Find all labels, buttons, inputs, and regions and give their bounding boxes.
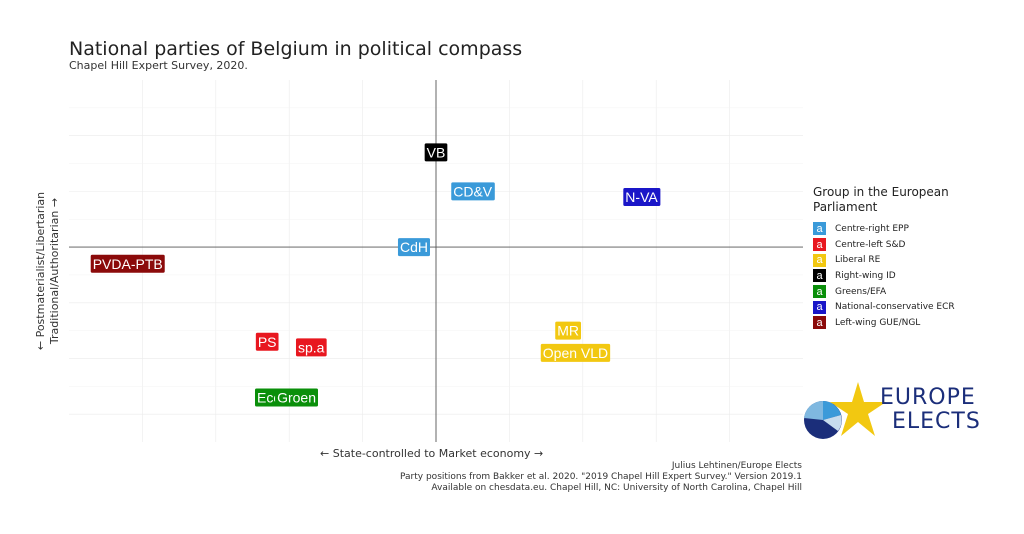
legend-item: a National-conservative ECR — [813, 299, 955, 315]
party-label-box — [540, 343, 611, 362]
legend-label: Greens/EFA — [835, 286, 887, 297]
chart-title: National parties of Belgium in political… — [69, 38, 523, 60]
europe-elects-logo — [804, 382, 886, 439]
party-label-text: PS — [258, 334, 277, 350]
party-label-box — [275, 388, 319, 407]
y-axis-label: ← Postmaterialist/Libertarian Traditiona… — [34, 192, 62, 350]
legend-label: Centre-left S&D — [835, 239, 906, 250]
legend-items: a Centre-right EPP a Centre-left S&D a Libera… — [813, 221, 955, 331]
party-label-sp-a: sp.a — [295, 338, 327, 357]
chart-subtitle: Chapel Hill Expert Survey, 2020. — [69, 59, 248, 72]
party-label-vb: VB — [424, 143, 448, 162]
caption-source: Party positions from Bakker et al. 2020.… — [400, 472, 802, 482]
party-label-ps: PS — [255, 332, 279, 351]
party-label-mr: MR — [555, 321, 582, 340]
x-axis-label: ← State-controlled to Market economy → — [320, 447, 544, 460]
legend-item: a Right-wing ID — [813, 268, 955, 284]
legend-label: Centre-right EPP — [835, 223, 909, 234]
legend-item: a Centre-left S&D — [813, 237, 955, 253]
party-label-text: PVDA-PTB — [93, 256, 163, 272]
party-label-box — [255, 332, 279, 351]
legend-key: a — [813, 269, 826, 283]
legend-label: Left-wing GUE/NGL — [835, 317, 921, 328]
y-axis-label-line1: ← Postmaterialist/Libertarian — [34, 191, 48, 351]
caption: Julius Lehtinen/Europe Elects Party posi… — [400, 461, 802, 494]
legend-key: a — [813, 253, 826, 267]
legend-item: a Liberal RE — [813, 252, 955, 268]
party-label-text: Groen — [277, 389, 316, 405]
party-label-pvda-ptb: PVDA-PTB — [90, 254, 165, 273]
party-label-box — [295, 338, 327, 357]
caption-availability: Available on chesdata.eu. Chapel Hill, N… — [431, 483, 802, 493]
party-label-cdh: CdH — [397, 238, 430, 257]
logo-text-line2: ELECTS — [892, 409, 981, 434]
party-label-text: MR — [557, 323, 579, 339]
party-label-box — [424, 143, 448, 162]
party-label-text: CD&V — [453, 183, 493, 199]
legend-key: a — [813, 222, 826, 236]
party-label-text: CdH — [400, 239, 428, 255]
party-label-text: sp.a — [298, 339, 325, 355]
party-label-box — [397, 238, 430, 257]
party-label-text: VB — [427, 144, 446, 160]
legend-key: a — [813, 238, 826, 252]
party-label-n-va: N-VA — [623, 187, 661, 206]
party-label-cd-v: CD&V — [451, 182, 495, 201]
legend: Group in the European Parliament a Centre… — [813, 185, 955, 331]
party-label-box — [555, 321, 582, 340]
legend-item: a Centre-right EPP — [813, 221, 955, 237]
legend-key: a — [813, 285, 826, 299]
legend-key: a — [813, 316, 826, 330]
y-axis-label-line2: Traditional/Authoritarian → — [48, 197, 62, 345]
party-label-box — [90, 254, 165, 273]
legend-key: a — [813, 300, 826, 314]
caption-author: Julius Lehtinen/Europe Elects — [671, 461, 802, 471]
legend-item: a Greens/EFA — [813, 284, 955, 300]
party-label-text: Open VLD — [543, 345, 608, 361]
party-label-box — [451, 182, 495, 201]
logo-text: EUROPE ELECTS — [880, 386, 981, 434]
party-label-text: N-VA — [625, 189, 658, 205]
party-label-box — [623, 187, 661, 206]
reference-axes — [69, 80, 803, 442]
legend-title: Group in the European Parliament — [813, 185, 949, 214]
legend-label: National-conservative ECR — [835, 302, 955, 313]
party-label-groen: Groen — [275, 388, 319, 407]
party-label-open-vld: Open VLD — [540, 343, 611, 362]
legend-label: Liberal RE — [835, 255, 881, 266]
legend-item: a Left-wing GUE/NGL — [813, 315, 955, 331]
legend-label: Right-wing ID — [835, 270, 896, 281]
logo-text-line1: EUROPE — [880, 385, 976, 410]
